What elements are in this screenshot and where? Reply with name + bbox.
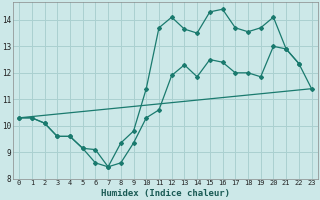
X-axis label: Humidex (Indice chaleur): Humidex (Indice chaleur) xyxy=(101,189,230,198)
